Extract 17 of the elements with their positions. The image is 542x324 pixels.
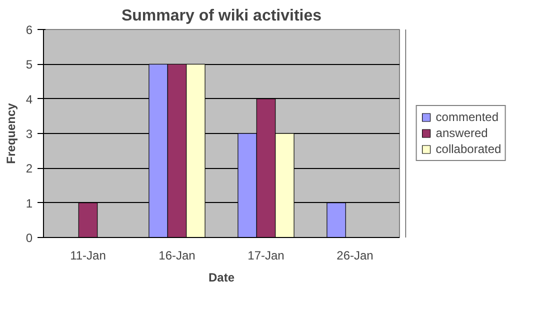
y-tick-label: 5 — [26, 58, 33, 72]
legend-label: collaborated — [436, 142, 502, 156]
x-axis-title: Date — [208, 270, 235, 284]
x-tick-label: 11-Jan — [70, 248, 106, 262]
legend-label: answered — [436, 126, 488, 140]
y-tick-label: 6 — [26, 23, 33, 37]
y-tick-label: 4 — [26, 92, 33, 106]
y-tick-label: 0 — [26, 231, 33, 245]
x-tick-label: 26-Jan — [336, 248, 374, 262]
legend-label: commented — [436, 110, 499, 124]
chart-title: Summary of wiki activities — [121, 8, 322, 24]
y-axis-title: Frequency — [4, 102, 18, 164]
x-tick-label: 16-Jan — [158, 248, 196, 262]
x-tick-label: 17-Jan — [248, 248, 284, 262]
y-tick-label: 3 — [26, 127, 33, 141]
y-tick-label: 1 — [26, 196, 33, 210]
y-tick-label: 2 — [26, 162, 33, 176]
